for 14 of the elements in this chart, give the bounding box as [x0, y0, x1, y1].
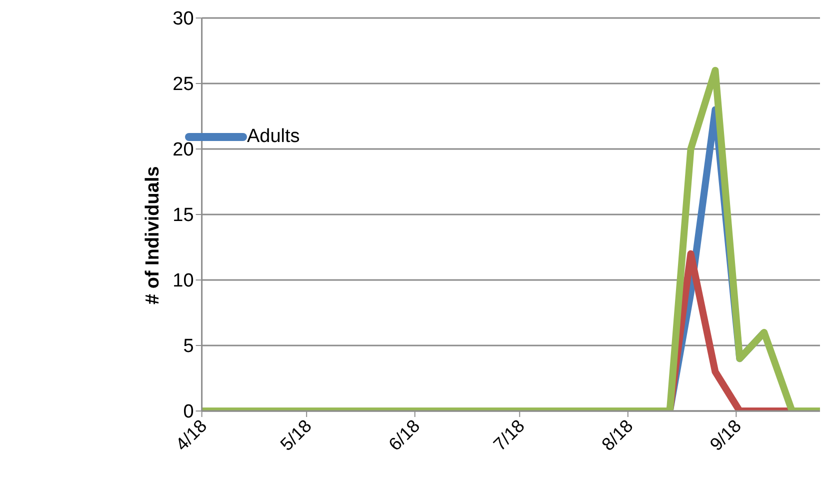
y-axis-title: # of Individuals	[142, 166, 164, 304]
x-tick-label: 6/18	[384, 416, 424, 455]
x-tick-label: 8/18	[598, 416, 637, 455]
y-tick-label: 15	[172, 205, 194, 226]
y-tick-label: 0	[183, 402, 194, 423]
y-tick-label: 25	[172, 74, 194, 96]
legend-label: Adults	[247, 126, 300, 148]
y-tick-label: 20	[172, 140, 194, 161]
y-tick-label: 5	[183, 336, 194, 358]
y-tick-label: 30	[172, 8, 194, 30]
x-tick-label: 9/18	[706, 416, 746, 455]
y-tick-label: 10	[172, 270, 194, 292]
x-tick-label: 7/18	[490, 416, 528, 455]
x-tick-label: 5/18	[276, 416, 316, 455]
